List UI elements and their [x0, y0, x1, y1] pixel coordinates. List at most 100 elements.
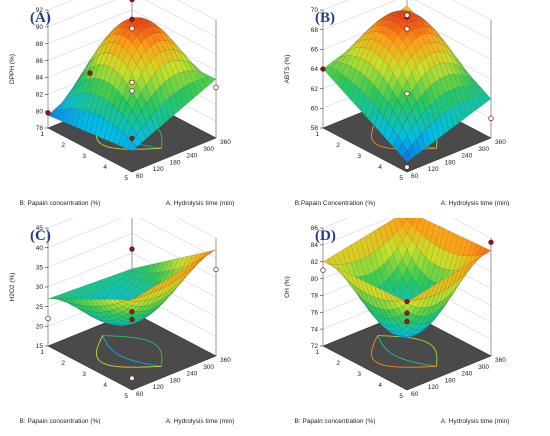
panel-label: (D): [315, 228, 336, 244]
contour-line: [377, 335, 438, 367]
y-tick-label: 5: [124, 175, 128, 182]
z-tick-label: 60: [311, 106, 319, 113]
z-tick-label: 66: [311, 47, 319, 54]
y-axis-label: B:Papain Concentration (%): [295, 200, 376, 207]
z-tick-label: 40: [36, 245, 44, 252]
z-tick-label: 62: [311, 86, 319, 93]
design-points: [320, 239, 494, 325]
x-tick-label: 360: [495, 139, 506, 146]
design-point: [129, 88, 135, 94]
chart-panel: 15 20 25 30 35 40 45 H2O2 (%) 60 120 180 240 300 360 A…: [0, 218, 275, 436]
y-tick-label: 2: [61, 360, 65, 367]
y-tick-label: 4: [378, 382, 382, 389]
chart-panel: 58 60 62 64 66 68 70 ABTS (%) 60 120 180 240 300 360 A…: [275, 0, 550, 218]
y-tick-label: 3: [82, 153, 86, 160]
design-point: [488, 115, 494, 121]
design-point: [213, 84, 219, 91]
y-axis: 1 2 3 4 5 B:Papain Concentration (%): [295, 131, 404, 207]
z-axis: 58 60 62 64 66 68 70 ABTS (%): [284, 7, 323, 132]
surface-facet: [159, 277, 170, 290]
surface-facet: [173, 268, 184, 283]
contour-line: [377, 335, 437, 367]
x-tick-label: 240: [186, 153, 197, 160]
wall-gridline: [322, 0, 492, 40]
z-axis: 15 20 25 30 35 40 45 H2O2 (%): [9, 225, 48, 350]
surface-facet: [462, 261, 473, 276]
design-point: [129, 316, 135, 323]
y-tick-label: 2: [61, 142, 65, 149]
contour-line: [371, 335, 437, 368]
surface-facet: [169, 93, 179, 116]
chart-panel: 78 80 82 84 86 88 90 92 DPPH (%) 60 120 180 240 300 36…: [0, 0, 275, 218]
x-tick-label: 240: [461, 153, 472, 160]
z-tick-label: 15: [36, 343, 44, 350]
x-tick-label: 300: [203, 364, 214, 371]
surface-plot: 72 74 76 78 80 82 84 86 OH (%) 60 120 180 240 300 360 A…: [284, 218, 510, 425]
x-tick-label: 60: [411, 173, 419, 180]
x-axis-label: A: Hydrolysis time (min): [441, 418, 510, 425]
surface-facet: [127, 141, 137, 152]
z-tick-label: 20: [36, 324, 44, 331]
design-point: [45, 315, 51, 322]
z-axis-label: DPPH (%): [9, 54, 16, 84]
panel-label: (A): [30, 10, 51, 26]
floor-contours: [96, 335, 163, 368]
x-tick-label: 300: [478, 364, 489, 371]
z-tick-label: 84: [311, 242, 319, 249]
x-tick-label: 120: [153, 384, 164, 391]
design-point: [213, 266, 219, 273]
x-axis-label: A: Hydrolysis time (min): [166, 200, 235, 207]
y-tick-label: 2: [336, 142, 340, 149]
y-tick-label: 4: [103, 164, 107, 171]
x-tick-label: 180: [170, 377, 181, 384]
z-tick-label: 84: [36, 75, 44, 82]
y-tick-label: 3: [357, 153, 361, 160]
y-tick-label: 1: [40, 131, 44, 138]
design-points: [45, 0, 219, 141]
surface-facet: [131, 134, 142, 148]
y-tick-label: 1: [40, 349, 44, 356]
wall-gridline: [322, 218, 492, 239]
x-axis-label: A: Hydrolysis time (min): [166, 418, 235, 425]
surface-facet: [183, 263, 194, 276]
surface-facet: [402, 150, 412, 163]
y-tick-label: 1: [315, 131, 319, 138]
chart-panel: 72 74 76 78 80 82 84 86 OH (%) 60 120 180 240 300 360 A…: [275, 218, 550, 436]
y-axis-label: B: Papain concentration (%): [295, 418, 376, 425]
design-point: [404, 91, 410, 97]
design-point: [129, 25, 135, 32]
y-tick-label: 3: [357, 371, 361, 378]
z-tick-label: 64: [311, 66, 319, 73]
z-tick-label: 74: [311, 326, 319, 333]
x-tick-label: 120: [428, 166, 439, 173]
response-surface: [47, 249, 217, 326]
x-tick-label: 360: [220, 357, 231, 364]
wall-gridline: [47, 0, 217, 21]
surface-facet: [140, 288, 151, 297]
y-tick-label: 5: [124, 393, 128, 400]
y-tick-label: 4: [103, 382, 107, 389]
design-point: [129, 16, 135, 22]
x-tick-label: 240: [186, 371, 197, 378]
design-point: [320, 267, 326, 273]
z-axis-label: OH (%): [284, 276, 291, 298]
design-points: [45, 246, 219, 381]
x-tick-label: 180: [445, 377, 456, 384]
y-axis-label: B: Papain concentration (%): [20, 200, 101, 207]
z-tick-label: 78: [36, 125, 44, 132]
contour-floor: [322, 311, 492, 391]
z-tick-label: 30: [36, 284, 44, 291]
z-axis-label: ABTS (%): [284, 55, 291, 84]
z-tick-label: 80: [36, 108, 44, 115]
z-tick-label: 82: [36, 91, 44, 98]
z-tick-label: 25: [36, 304, 44, 311]
z-tick-label: 72: [311, 343, 319, 350]
response-surface: [322, 5, 492, 163]
z-tick-label: 76: [311, 309, 319, 316]
surface-facet: [476, 94, 487, 106]
surface-facet: [448, 106, 459, 128]
z-tick-label: 35: [36, 265, 44, 272]
wall-gridline: [47, 0, 217, 38]
